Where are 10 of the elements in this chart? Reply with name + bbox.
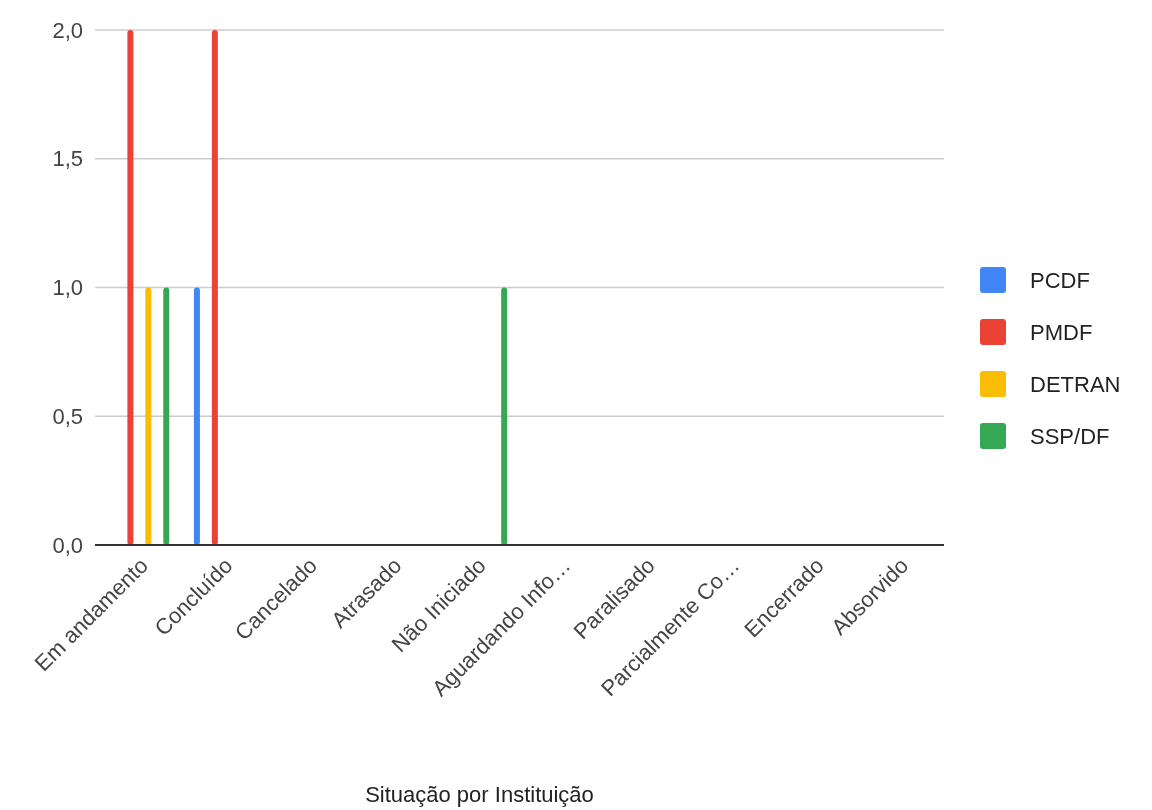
legend-label: PMDF [1030,319,1093,345]
y-tick-label: 2,0 [52,17,83,43]
y-tick-label: 1,0 [52,275,83,301]
legend-label: DETRAN [1030,371,1121,397]
x-axis-title: Situação por Instituição [365,782,594,807]
y-tick-label: 1,5 [52,146,83,172]
legend-label: PCDF [1030,267,1090,293]
legend-label: SSP/DF [1030,423,1110,449]
y-tick-label: 0,5 [52,403,83,429]
y-tick-label: 0,0 [52,532,83,558]
